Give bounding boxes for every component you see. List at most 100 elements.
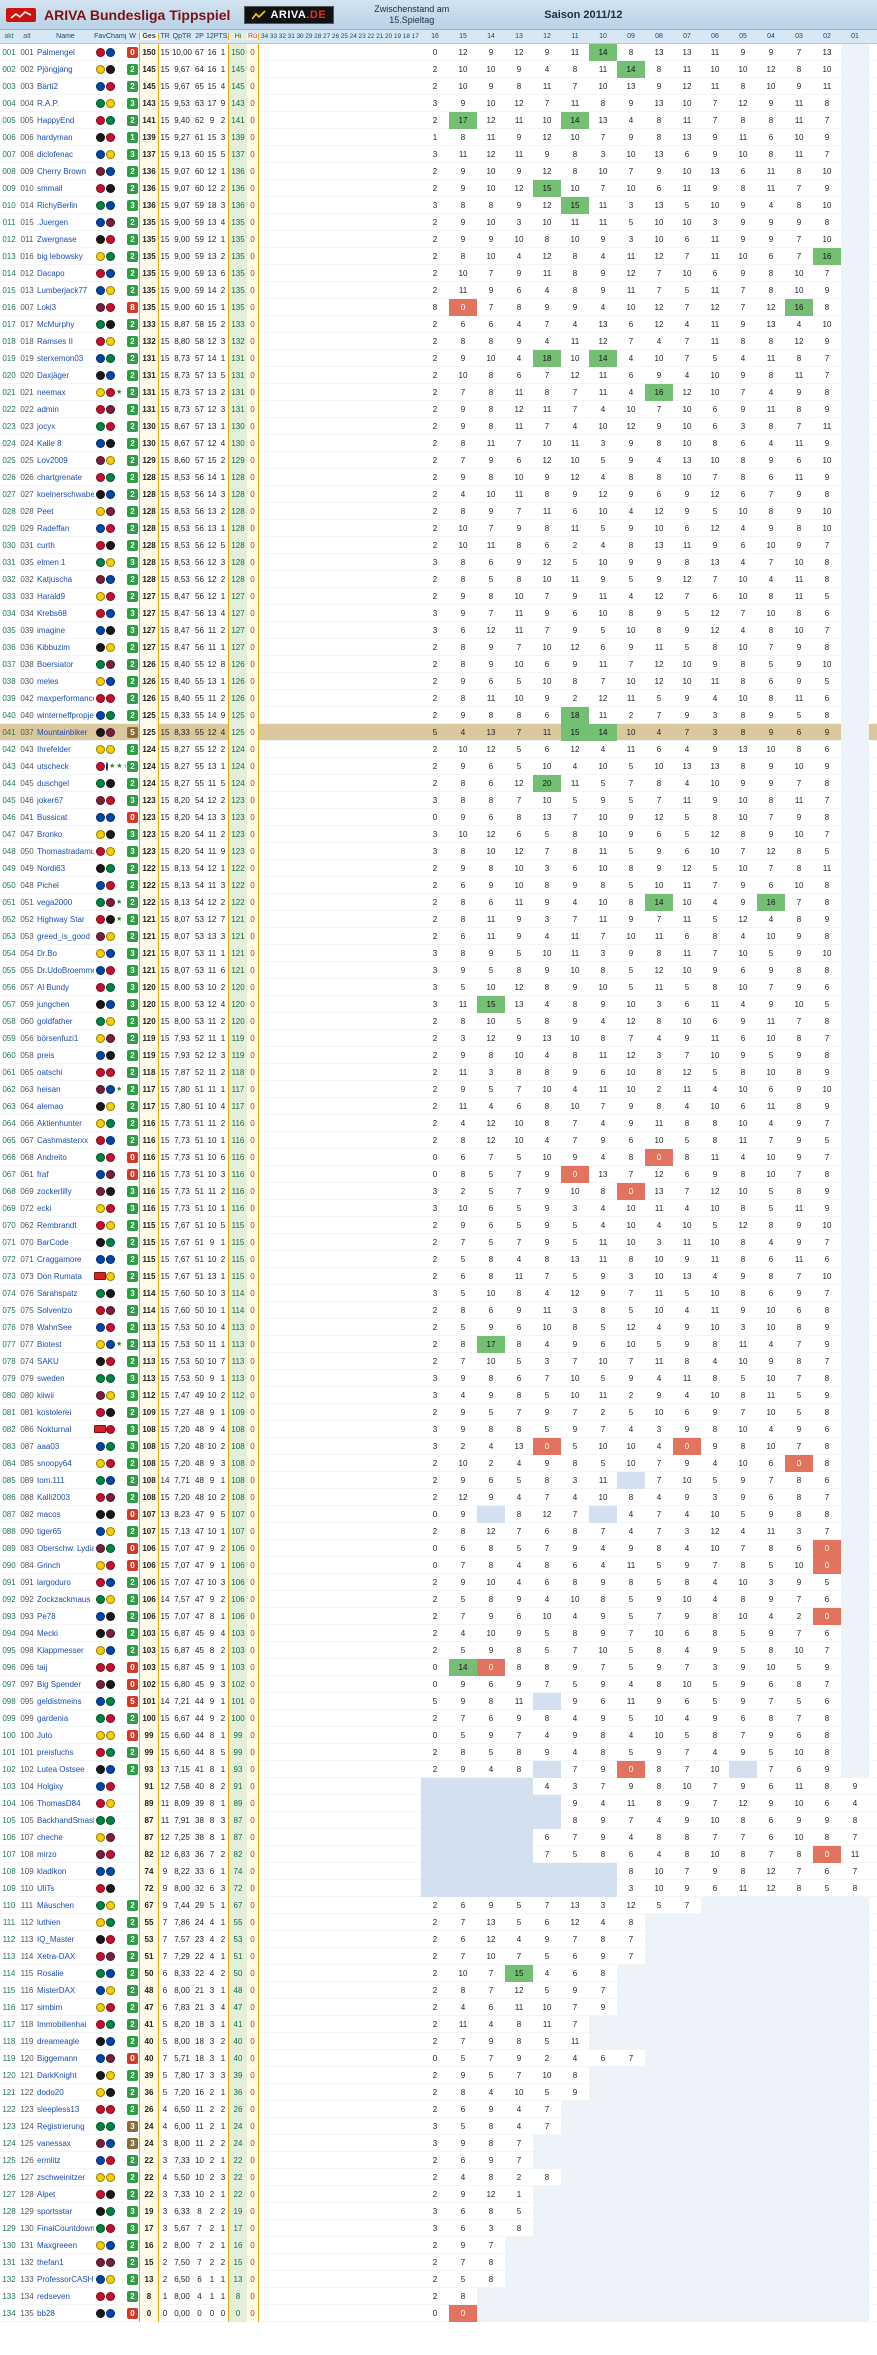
player-name-link[interactable]: bb28 bbox=[37, 2308, 55, 2318]
player-name-link[interactable]: Kibbuzim bbox=[37, 642, 70, 652]
player-name-link[interactable]: big lebowsky bbox=[37, 251, 83, 261]
player-name-link[interactable]: geldistmeins bbox=[37, 1696, 82, 1706]
player-name-link[interactable]: Ramses II bbox=[37, 336, 74, 346]
player-name-link[interactable]: Radeffan bbox=[37, 523, 70, 533]
player-name-link[interactable]: simbim bbox=[37, 2002, 63, 2012]
column-header-matchday-07[interactable]: 07 bbox=[683, 33, 691, 40]
player-name-link[interactable]: Biotest bbox=[37, 1339, 62, 1349]
player-name-link[interactable]: R.A.P. bbox=[37, 98, 60, 108]
player-name-link[interactable]: mirzo bbox=[37, 1849, 57, 1859]
column-header-rü[interactable]: Rü bbox=[247, 33, 259, 40]
player-name-link[interactable]: Big Spender bbox=[37, 1679, 82, 1689]
player-name-link[interactable]: kostolerei bbox=[37, 1407, 72, 1417]
player-name-link[interactable]: winterneffpropje bbox=[37, 710, 94, 720]
player-name-link[interactable]: Dr.UdoBroemme bbox=[37, 965, 94, 975]
player-name-link[interactable]: Pichel bbox=[37, 880, 59, 890]
player-name-link[interactable]: preisfuchs bbox=[37, 1747, 74, 1757]
player-name-link[interactable]: maxperformance bbox=[37, 693, 94, 703]
column-header-matchday-30[interactable]: 30 bbox=[296, 33, 304, 40]
player-name-link[interactable]: aaa03 bbox=[37, 1441, 60, 1451]
player-name-link[interactable]: sterxemon03 bbox=[37, 353, 84, 363]
player-name-link[interactable]: Dacapo bbox=[37, 268, 65, 278]
player-name-link[interactable]: Loki3 bbox=[37, 302, 57, 312]
player-name-link[interactable]: hardyman bbox=[37, 132, 73, 142]
player-name-link[interactable]: BarCode bbox=[37, 1237, 69, 1247]
player-name-link[interactable]: Mäuschen bbox=[37, 1900, 74, 1910]
column-header-12p[interactable]: 12P bbox=[206, 33, 218, 40]
column-header-matchday-33[interactable]: 33 bbox=[269, 33, 278, 40]
player-name-link[interactable]: jocyx bbox=[37, 421, 56, 431]
player-name-link[interactable]: Peet bbox=[37, 506, 54, 516]
player-name-link[interactable]: tiger65 bbox=[37, 1526, 62, 1536]
player-name-link[interactable]: Bussicat bbox=[37, 812, 68, 822]
player-name-link[interactable]: sportsstar bbox=[37, 2206, 73, 2216]
player-name-link[interactable]: joker67 bbox=[37, 795, 64, 805]
player-name-link[interactable]: Kalli2003 bbox=[37, 1492, 70, 1502]
player-name-link[interactable]: Mecki bbox=[37, 1628, 58, 1638]
column-header-matchday-19[interactable]: 19 bbox=[393, 33, 402, 40]
player-name-link[interactable]: ThomasD84 bbox=[37, 1798, 81, 1808]
player-name-link[interactable]: alemao bbox=[37, 1101, 64, 1111]
player-name-link[interactable]: Lutea Ostsee bbox=[37, 1764, 85, 1774]
column-header-matchday-01[interactable]: 01 bbox=[851, 33, 859, 40]
player-name-link[interactable]: Xetra-DAX bbox=[37, 1951, 76, 1961]
player-name-link[interactable]: luthien bbox=[37, 1917, 61, 1927]
column-header-matchday-13[interactable]: 13 bbox=[515, 33, 523, 40]
column-header-alt[interactable]: alt bbox=[23, 33, 31, 40]
player-name-link[interactable]: Don Rumata bbox=[37, 1271, 82, 1281]
player-name-link[interactable]: oatschi bbox=[37, 1067, 63, 1077]
player-name-link[interactable]: Maxgreeen bbox=[37, 2240, 78, 2250]
player-name-link[interactable]: Daxjäger bbox=[37, 370, 70, 380]
player-name-link[interactable]: redseven bbox=[37, 2291, 70, 2301]
player-name-link[interactable]: duschgel bbox=[37, 778, 70, 788]
player-name-link[interactable]: fraf bbox=[37, 1169, 49, 1179]
column-header-matchday-27[interactable]: 27 bbox=[323, 33, 331, 40]
player-name-link[interactable]: Craggamore bbox=[37, 1254, 82, 1264]
player-name-link[interactable]: tom.111 bbox=[37, 1475, 65, 1485]
column-header-w[interactable]: W bbox=[129, 33, 136, 40]
player-name-link[interactable]: Sarahspatz bbox=[37, 1288, 78, 1298]
player-name-link[interactable]: vega2000 bbox=[37, 897, 73, 907]
column-header-matchday-26[interactable]: 26 bbox=[331, 33, 340, 40]
player-name-link[interactable]: cheche bbox=[37, 1832, 63, 1842]
player-name-link[interactable]: Ihrefelder bbox=[37, 744, 71, 754]
player-name-link[interactable]: dodo20 bbox=[37, 2087, 64, 2097]
player-name-link[interactable]: Highway Star bbox=[37, 914, 85, 924]
column-header-matchday-29[interactable]: 29 bbox=[305, 33, 313, 40]
player-name-link[interactable]: Juto bbox=[37, 1730, 53, 1740]
player-name-link[interactable]: RichyBerlin bbox=[37, 200, 78, 210]
column-header-matchday-12[interactable]: 12 bbox=[543, 33, 551, 40]
player-name-link[interactable]: Thomastradamus bbox=[37, 846, 94, 856]
column-header-tr[interactable]: TR bbox=[160, 33, 170, 40]
player-name-link[interactable]: Rosalie bbox=[37, 1968, 64, 1978]
player-name-link[interactable]: admin bbox=[37, 404, 59, 414]
column-header-matchday-03[interactable]: 03 bbox=[795, 33, 803, 40]
player-name-link[interactable]: Kalle 8 bbox=[37, 438, 62, 448]
player-name-link[interactable]: Mountainbiker bbox=[37, 727, 88, 737]
column-header-akt[interactable]: akt bbox=[4, 33, 14, 40]
column-header-matchday-15[interactable]: 15 bbox=[459, 33, 467, 40]
player-name-link[interactable]: Solventzo bbox=[37, 1305, 73, 1315]
column-header-matchday-04[interactable]: 04 bbox=[767, 33, 775, 40]
player-name-link[interactable]: Pe78 bbox=[37, 1611, 56, 1621]
player-name-link[interactable]: goldfather bbox=[37, 1016, 73, 1026]
player-name-link[interactable]: Oberschw. Lydia bbox=[37, 1543, 94, 1553]
player-name-link[interactable]: meles bbox=[37, 676, 59, 686]
player-name-link[interactable]: Harald9 bbox=[37, 591, 66, 601]
player-name-link[interactable]: DarkKnight bbox=[37, 2070, 77, 2080]
player-name-link[interactable]: FinalCountdown bbox=[37, 2223, 94, 2233]
player-name-link[interactable]: Rembrandt bbox=[37, 1220, 77, 1230]
column-header-matchday-23[interactable]: 23 bbox=[358, 33, 366, 40]
player-name-link[interactable]: chartgrenate bbox=[37, 472, 82, 482]
column-header-2p[interactable]: 2P bbox=[195, 33, 204, 40]
player-name-link[interactable]: Cherry Brown bbox=[37, 166, 86, 176]
player-name-link[interactable]: sweden bbox=[37, 1373, 65, 1383]
player-name-link[interactable]: Krebs68 bbox=[37, 608, 67, 618]
player-name-link[interactable]: Nokturnal bbox=[37, 1424, 72, 1434]
player-name-link[interactable]: kiiwii bbox=[37, 1390, 54, 1400]
player-name-link[interactable]: HappyEnd bbox=[37, 115, 75, 125]
column-header-matchday-24[interactable]: 24 bbox=[349, 33, 357, 40]
column-header-matchday-34[interactable]: 34 bbox=[261, 33, 269, 40]
player-name-link[interactable]: utscheck bbox=[37, 761, 69, 771]
player-name-link[interactable]: macos bbox=[37, 1509, 61, 1519]
